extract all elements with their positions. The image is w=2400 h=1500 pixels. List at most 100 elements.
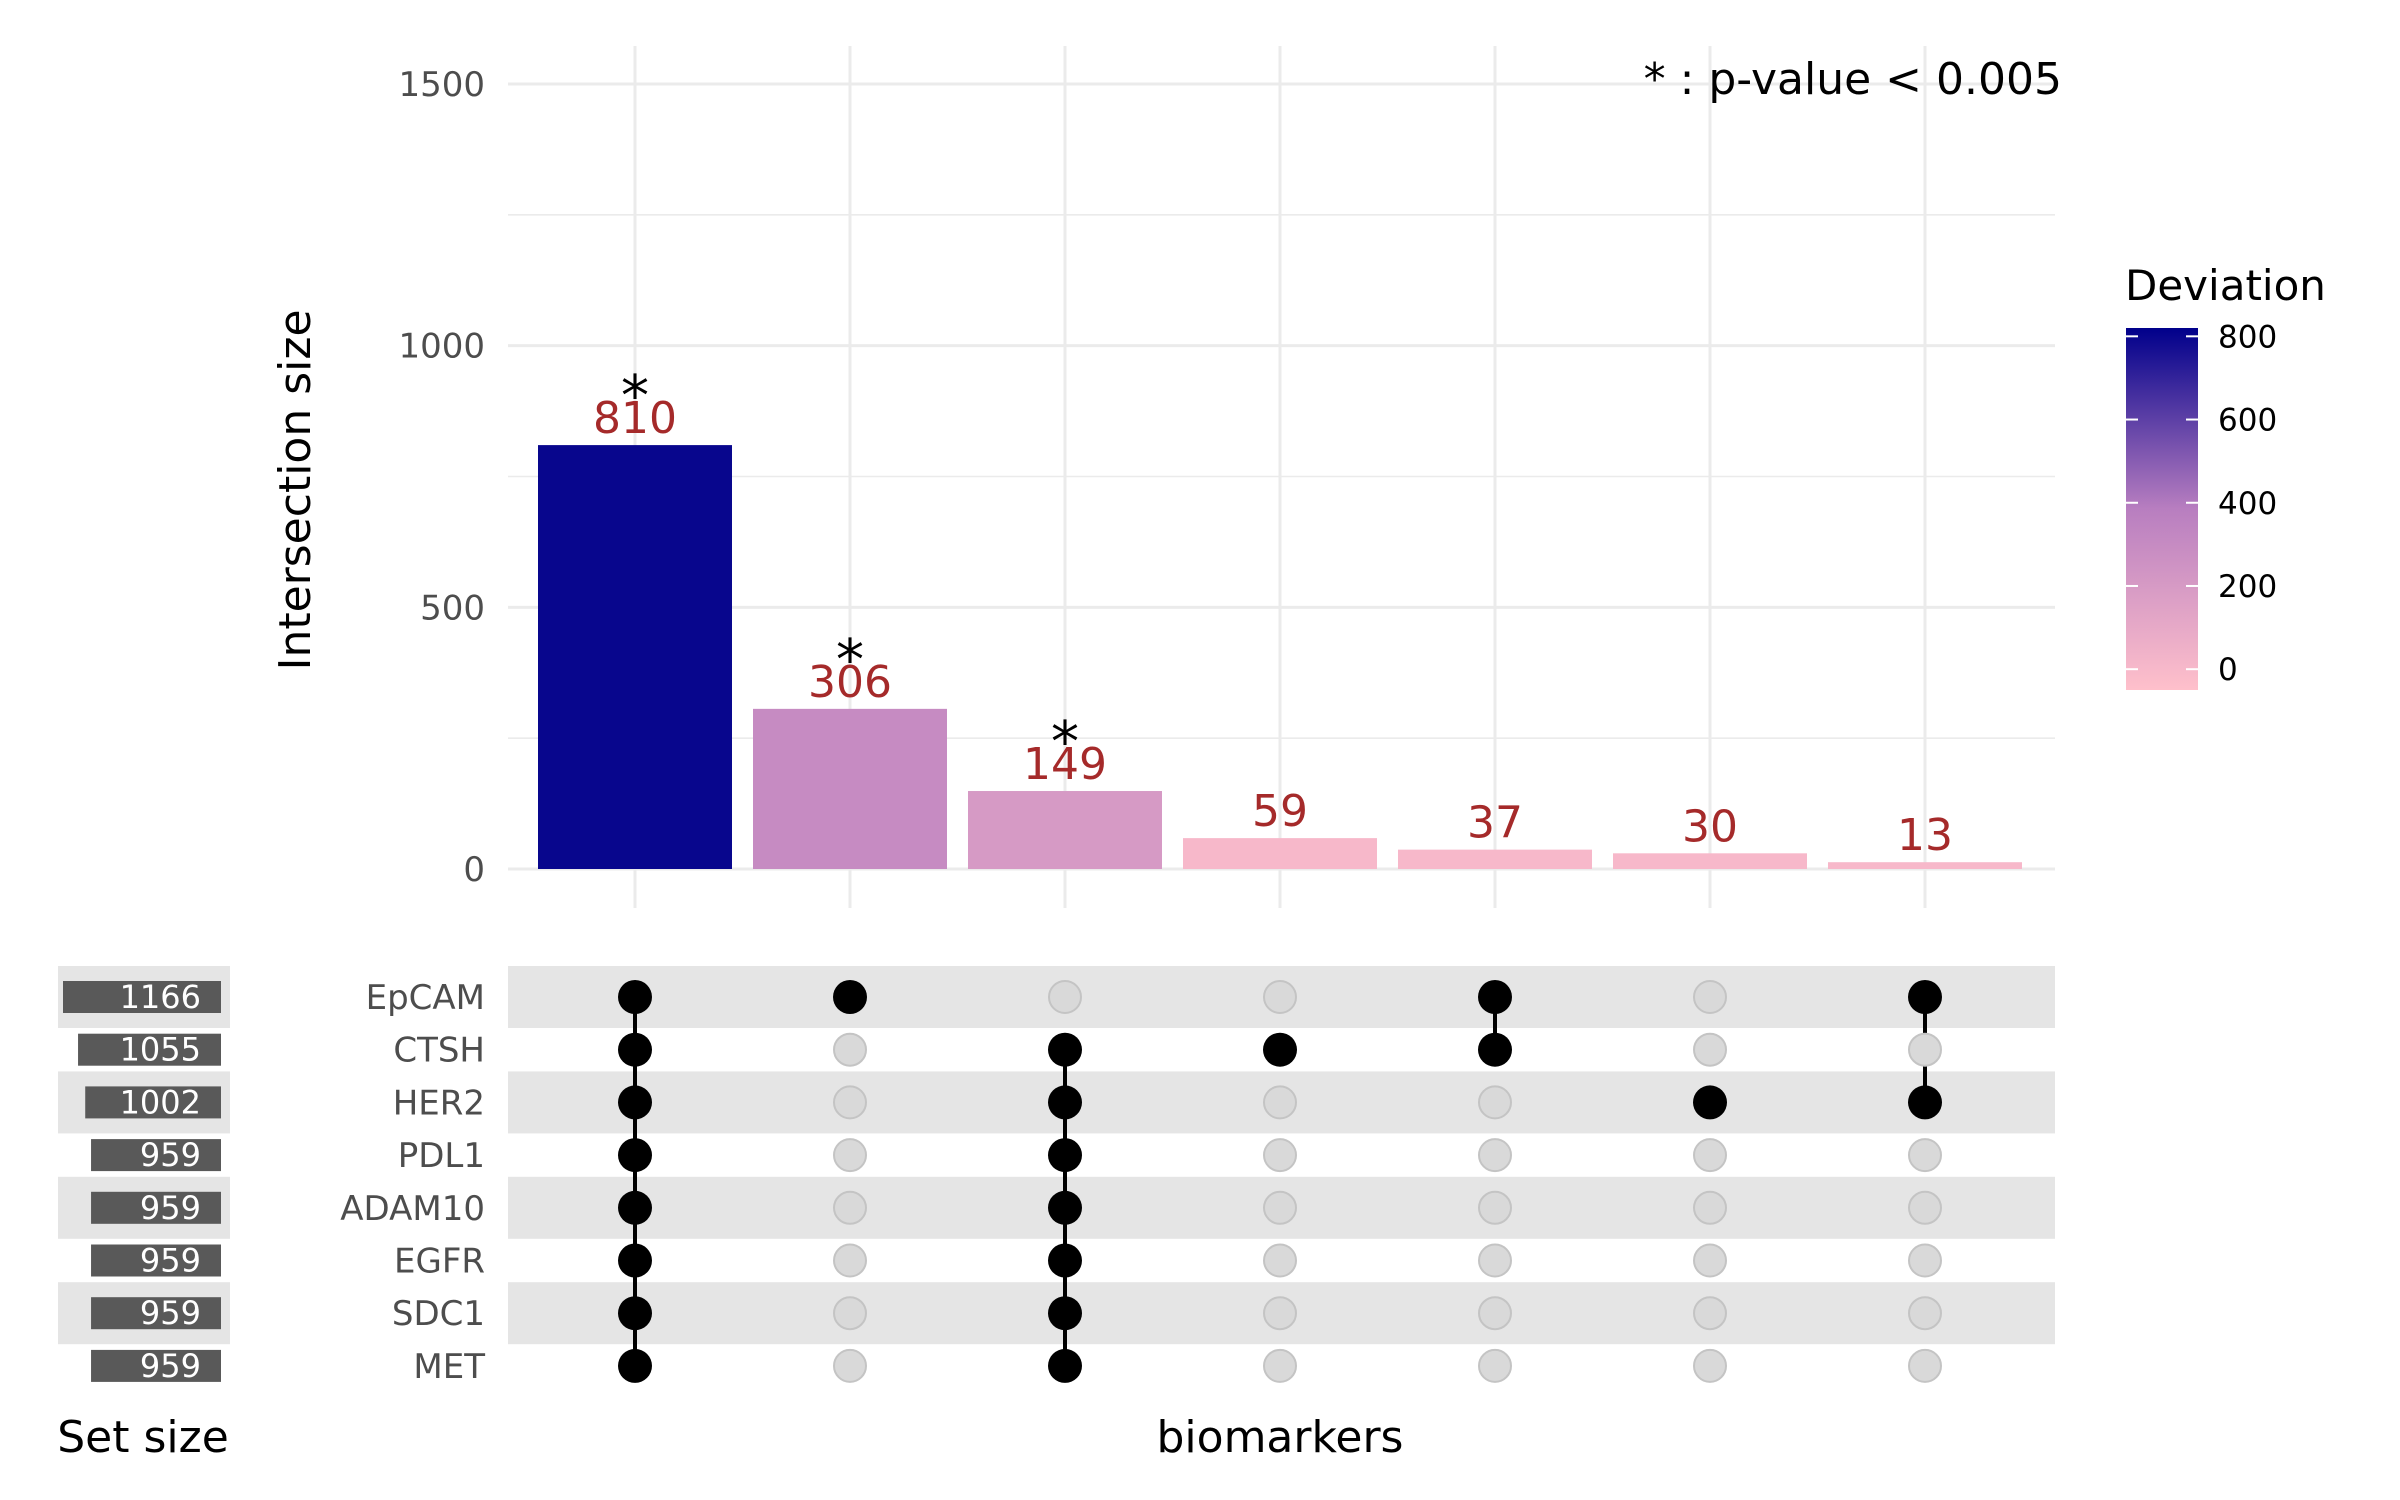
set-name-label: MET bbox=[413, 1347, 485, 1387]
set-size-bar bbox=[78, 1033, 221, 1066]
significance-star: * bbox=[621, 364, 649, 429]
set-name-label: EpCAM bbox=[366, 978, 485, 1018]
membership-dot-active bbox=[833, 980, 867, 1014]
membership-dot-active bbox=[618, 1243, 652, 1278]
y-tick-label: 1000 bbox=[398, 327, 485, 367]
bar-value-label: 810 bbox=[593, 393, 677, 444]
intersection-bar bbox=[538, 445, 732, 869]
set-size-bar bbox=[91, 1297, 221, 1330]
set-size-label: 959 bbox=[140, 1294, 201, 1332]
bar-value-label: 30 bbox=[1682, 801, 1738, 852]
set-size-label: 959 bbox=[140, 1242, 201, 1280]
membership-dot-inactive bbox=[1478, 1348, 1512, 1383]
legend-tick-label: 400 bbox=[2218, 486, 2277, 522]
membership-dot-active bbox=[1048, 1085, 1082, 1120]
membership-dot-active bbox=[618, 1348, 652, 1383]
membership-dot-inactive bbox=[1478, 1296, 1512, 1331]
membership-dot-inactive bbox=[833, 1085, 867, 1120]
membership-dot-inactive bbox=[1908, 1190, 1942, 1225]
set-name-label: SDC1 bbox=[392, 1294, 485, 1334]
set-size-title: Set size bbox=[57, 1412, 229, 1463]
deviation-legend: Deviation 0 200 400 600 800 bbox=[2125, 261, 2326, 690]
membership-dot-inactive bbox=[1263, 1138, 1297, 1173]
membership-dot-active bbox=[618, 1296, 652, 1331]
x-axis-title: biomarkers bbox=[1157, 1412, 1404, 1463]
membership-dot-inactive bbox=[1908, 1032, 1942, 1067]
set-size-bar bbox=[85, 1086, 221, 1119]
annotation-note: * : p-value < 0.005 bbox=[1644, 54, 2062, 105]
membership-dot-inactive bbox=[833, 1243, 867, 1278]
intersection-bar bbox=[968, 791, 1162, 869]
membership-dot-inactive bbox=[1693, 1348, 1727, 1383]
membership-dot-active bbox=[1048, 1348, 1082, 1383]
legend-title: Deviation bbox=[2125, 261, 2326, 310]
membership-dot-inactive bbox=[1263, 1348, 1297, 1383]
legend-colorbar bbox=[2126, 328, 2198, 690]
set-size-bar bbox=[91, 1349, 221, 1382]
membership-dot-inactive bbox=[833, 1190, 867, 1225]
membership-dot-active bbox=[1048, 1190, 1082, 1225]
membership-dot-inactive bbox=[1908, 1348, 1942, 1383]
set-size-label: 1166 bbox=[120, 978, 201, 1016]
membership-dot-inactive bbox=[1908, 1243, 1942, 1278]
intersection-bar bbox=[1613, 853, 1807, 869]
y-tick-label: 500 bbox=[420, 588, 485, 628]
membership-dot-inactive bbox=[1478, 1190, 1512, 1225]
membership-dot-inactive bbox=[1693, 1243, 1727, 1278]
membership-dot-inactive bbox=[1693, 1138, 1727, 1173]
y-tick-label: 0 bbox=[463, 850, 485, 890]
legend-tick-label: 0 bbox=[2218, 652, 2238, 688]
membership-dot-inactive bbox=[1263, 1190, 1297, 1225]
membership-dot-inactive bbox=[1693, 1296, 1727, 1331]
intersection-bar bbox=[1183, 838, 1377, 869]
set-size-label: 959 bbox=[140, 1136, 201, 1174]
membership-matrix bbox=[618, 980, 1942, 1383]
membership-dot-inactive bbox=[1478, 1243, 1512, 1278]
membership-dot-inactive bbox=[1263, 1296, 1297, 1331]
membership-dot-inactive bbox=[1478, 1138, 1512, 1173]
set-name-label: CTSH bbox=[393, 1031, 485, 1071]
y-tick-label: 1500 bbox=[398, 65, 485, 105]
set-name-label: ADAM10 bbox=[340, 1189, 485, 1229]
set-size-bars: 1166 1055 1002 959 959 959 959 959 bbox=[63, 978, 221, 1385]
set-name-label: EGFR bbox=[394, 1242, 485, 1282]
membership-dot-active bbox=[618, 1138, 652, 1173]
bar-value-label: 59 bbox=[1252, 786, 1308, 837]
membership-dot-inactive bbox=[1048, 980, 1082, 1014]
legend-tick-label: 800 bbox=[2218, 319, 2277, 355]
membership-dot-active bbox=[618, 1190, 652, 1225]
intersection-bar bbox=[753, 708, 947, 869]
matrix-stripes: EpCAM CTSH HER2 PDL1 ADAM10 EGFR SDC1 MET bbox=[58, 966, 2055, 1387]
bar-value-label: 13 bbox=[1897, 810, 1953, 861]
membership-dot-inactive bbox=[1693, 980, 1727, 1014]
intersection-bar bbox=[1398, 849, 1592, 869]
membership-dot-active bbox=[1478, 980, 1512, 1014]
membership-dot-active bbox=[1048, 1032, 1082, 1067]
set-size-bar bbox=[91, 1191, 221, 1224]
set-size-bar bbox=[91, 1244, 221, 1277]
membership-dot-active bbox=[1048, 1296, 1082, 1331]
membership-dot-inactive bbox=[833, 1032, 867, 1067]
membership-dot-active bbox=[1478, 1032, 1512, 1067]
membership-dot-active bbox=[1693, 1085, 1727, 1120]
membership-dot-inactive bbox=[833, 1296, 867, 1331]
y-ticks: 0 500 1000 1500 bbox=[398, 65, 485, 890]
set-size-label: 1002 bbox=[120, 1083, 201, 1121]
set-size-label: 1055 bbox=[120, 1031, 201, 1069]
grid bbox=[508, 46, 2055, 908]
membership-dot-inactive bbox=[1263, 1085, 1297, 1120]
membership-dot-inactive bbox=[1478, 1085, 1512, 1120]
set-size-label: 959 bbox=[140, 1189, 201, 1227]
membership-dot-inactive bbox=[1693, 1190, 1727, 1225]
membership-dot-inactive bbox=[1908, 1296, 1942, 1331]
set-size-label: 959 bbox=[140, 1347, 201, 1385]
membership-dot-active bbox=[1048, 1138, 1082, 1173]
legend-ticks: 0 200 400 600 800 bbox=[2126, 319, 2277, 688]
membership-dot-inactive bbox=[1263, 1243, 1297, 1278]
set-size-bar bbox=[91, 1139, 221, 1172]
membership-dot-inactive bbox=[833, 1138, 867, 1173]
membership-dot-inactive bbox=[1263, 980, 1297, 1014]
significance-star: * bbox=[836, 628, 864, 693]
membership-dot-active bbox=[1908, 980, 1942, 1014]
